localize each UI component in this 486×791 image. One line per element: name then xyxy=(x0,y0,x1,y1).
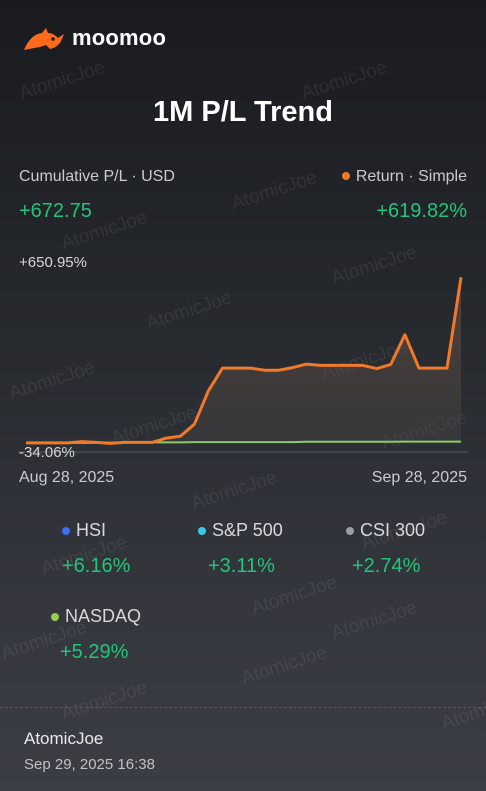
benchmark-hsi: HSI xyxy=(62,520,106,541)
x-start-label: Aug 28, 2025 xyxy=(19,469,115,486)
return-legend: Return · Simple xyxy=(341,168,467,186)
nasdaq-dot-icon xyxy=(51,613,59,621)
brand-logo: moomoo xyxy=(22,24,166,52)
y-min-label: -34.06% xyxy=(19,444,75,461)
sp500-dot-icon xyxy=(198,527,206,535)
return-dot-icon xyxy=(341,172,350,180)
x-end-label: Sep 28, 2025 xyxy=(371,469,467,486)
watermark: AtomicJoe xyxy=(438,686,486,735)
watermark: AtomicJoe xyxy=(248,571,340,620)
return-value: +619.82% xyxy=(376,200,467,222)
timestamp: Sep 29, 2025 16:38 xyxy=(24,756,155,773)
watermark: AtomicJoe xyxy=(238,641,330,690)
page-title: 1M P/L Trend xyxy=(153,96,333,128)
return-label: Return · Simple xyxy=(355,168,467,185)
brand-name: moomoo xyxy=(72,25,167,50)
benchmark-name: NASDAQ xyxy=(65,606,142,626)
y-max-label: +650.95% xyxy=(19,254,87,271)
benchmark-name: CSI 300 xyxy=(360,520,426,540)
series-line-return xyxy=(26,277,463,445)
cumulative-value: +672.75 xyxy=(19,200,92,222)
return-area-fill xyxy=(26,277,461,444)
cumulative-label: Cumulative P/L · USD xyxy=(19,168,175,185)
watermark: AtomicJoe xyxy=(58,676,150,725)
hsi-dot-icon xyxy=(62,527,70,535)
csi300-dot-icon xyxy=(346,527,354,535)
benchmark-sp500: S&P 500 xyxy=(198,520,283,541)
benchmark-value: +6.16% xyxy=(62,555,131,577)
benchmark-value: +5.29% xyxy=(60,641,129,663)
moomoo-bull-icon xyxy=(24,28,64,50)
benchmark-value: +2.74% xyxy=(352,555,421,577)
benchmark-value: +3.11% xyxy=(208,555,275,577)
footer-divider xyxy=(0,707,486,708)
benchmark-csi300: CSI 300 xyxy=(346,520,425,541)
username: AtomicJoe xyxy=(24,729,104,748)
benchmark-name: S&P 500 xyxy=(212,520,283,540)
watermark: AtomicJoe xyxy=(328,596,420,645)
pl-trend-chart xyxy=(18,277,468,453)
benchmark-nasdaq: NASDAQ xyxy=(51,606,141,627)
benchmark-name: HSI xyxy=(76,520,107,540)
